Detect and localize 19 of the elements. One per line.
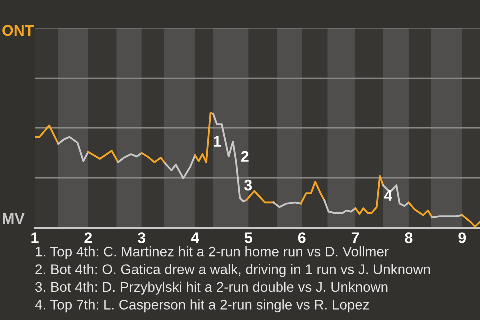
x-tick-label: 7	[352, 232, 360, 244]
x-tick-label: 4	[191, 232, 200, 244]
annotation: 1	[214, 136, 222, 147]
text: 4. Top 7th: L. Casperson hit a 2-run single vs R. Lopez	[35, 300, 370, 313]
x-tick-label: 5	[244, 232, 253, 244]
text: 2. Bot 4th: O. Gatica drew a walk, driving in 1 run vs J. Unknown	[36, 264, 430, 278]
text: 1. Top 4th: C. Martinez hit a 2-run home run vs D. Vollmer	[36, 246, 389, 260]
annotation: 4	[384, 190, 392, 201]
text: MV	[3, 213, 25, 224]
x-tick-label: 8	[405, 232, 413, 244]
x-tick-label: 9	[458, 232, 466, 244]
x-tick-label: 1	[32, 232, 39, 244]
x-tick-label: 3	[138, 232, 146, 244]
text: 3. Bot 4th: D. Przybylski hit a 2-run double vs J. Unknown	[36, 282, 388, 295]
annotation: 3	[244, 180, 252, 191]
annotation: 2	[241, 151, 249, 162]
text: ONT	[2, 25, 34, 36]
x-tick-label: 6	[298, 232, 306, 244]
x-tick-label: 2	[84, 232, 92, 244]
